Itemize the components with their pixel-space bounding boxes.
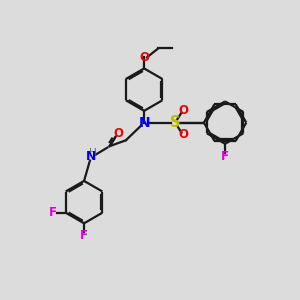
Text: F: F (49, 206, 57, 219)
Text: S: S (170, 115, 180, 130)
Text: O: O (179, 128, 189, 142)
Text: H: H (89, 148, 97, 158)
Text: F: F (221, 150, 229, 163)
Text: O: O (179, 104, 189, 117)
Text: N: N (138, 116, 150, 130)
Text: N: N (86, 150, 97, 163)
Text: O: O (139, 51, 149, 64)
Text: F: F (80, 230, 88, 242)
Text: O: O (113, 127, 123, 140)
